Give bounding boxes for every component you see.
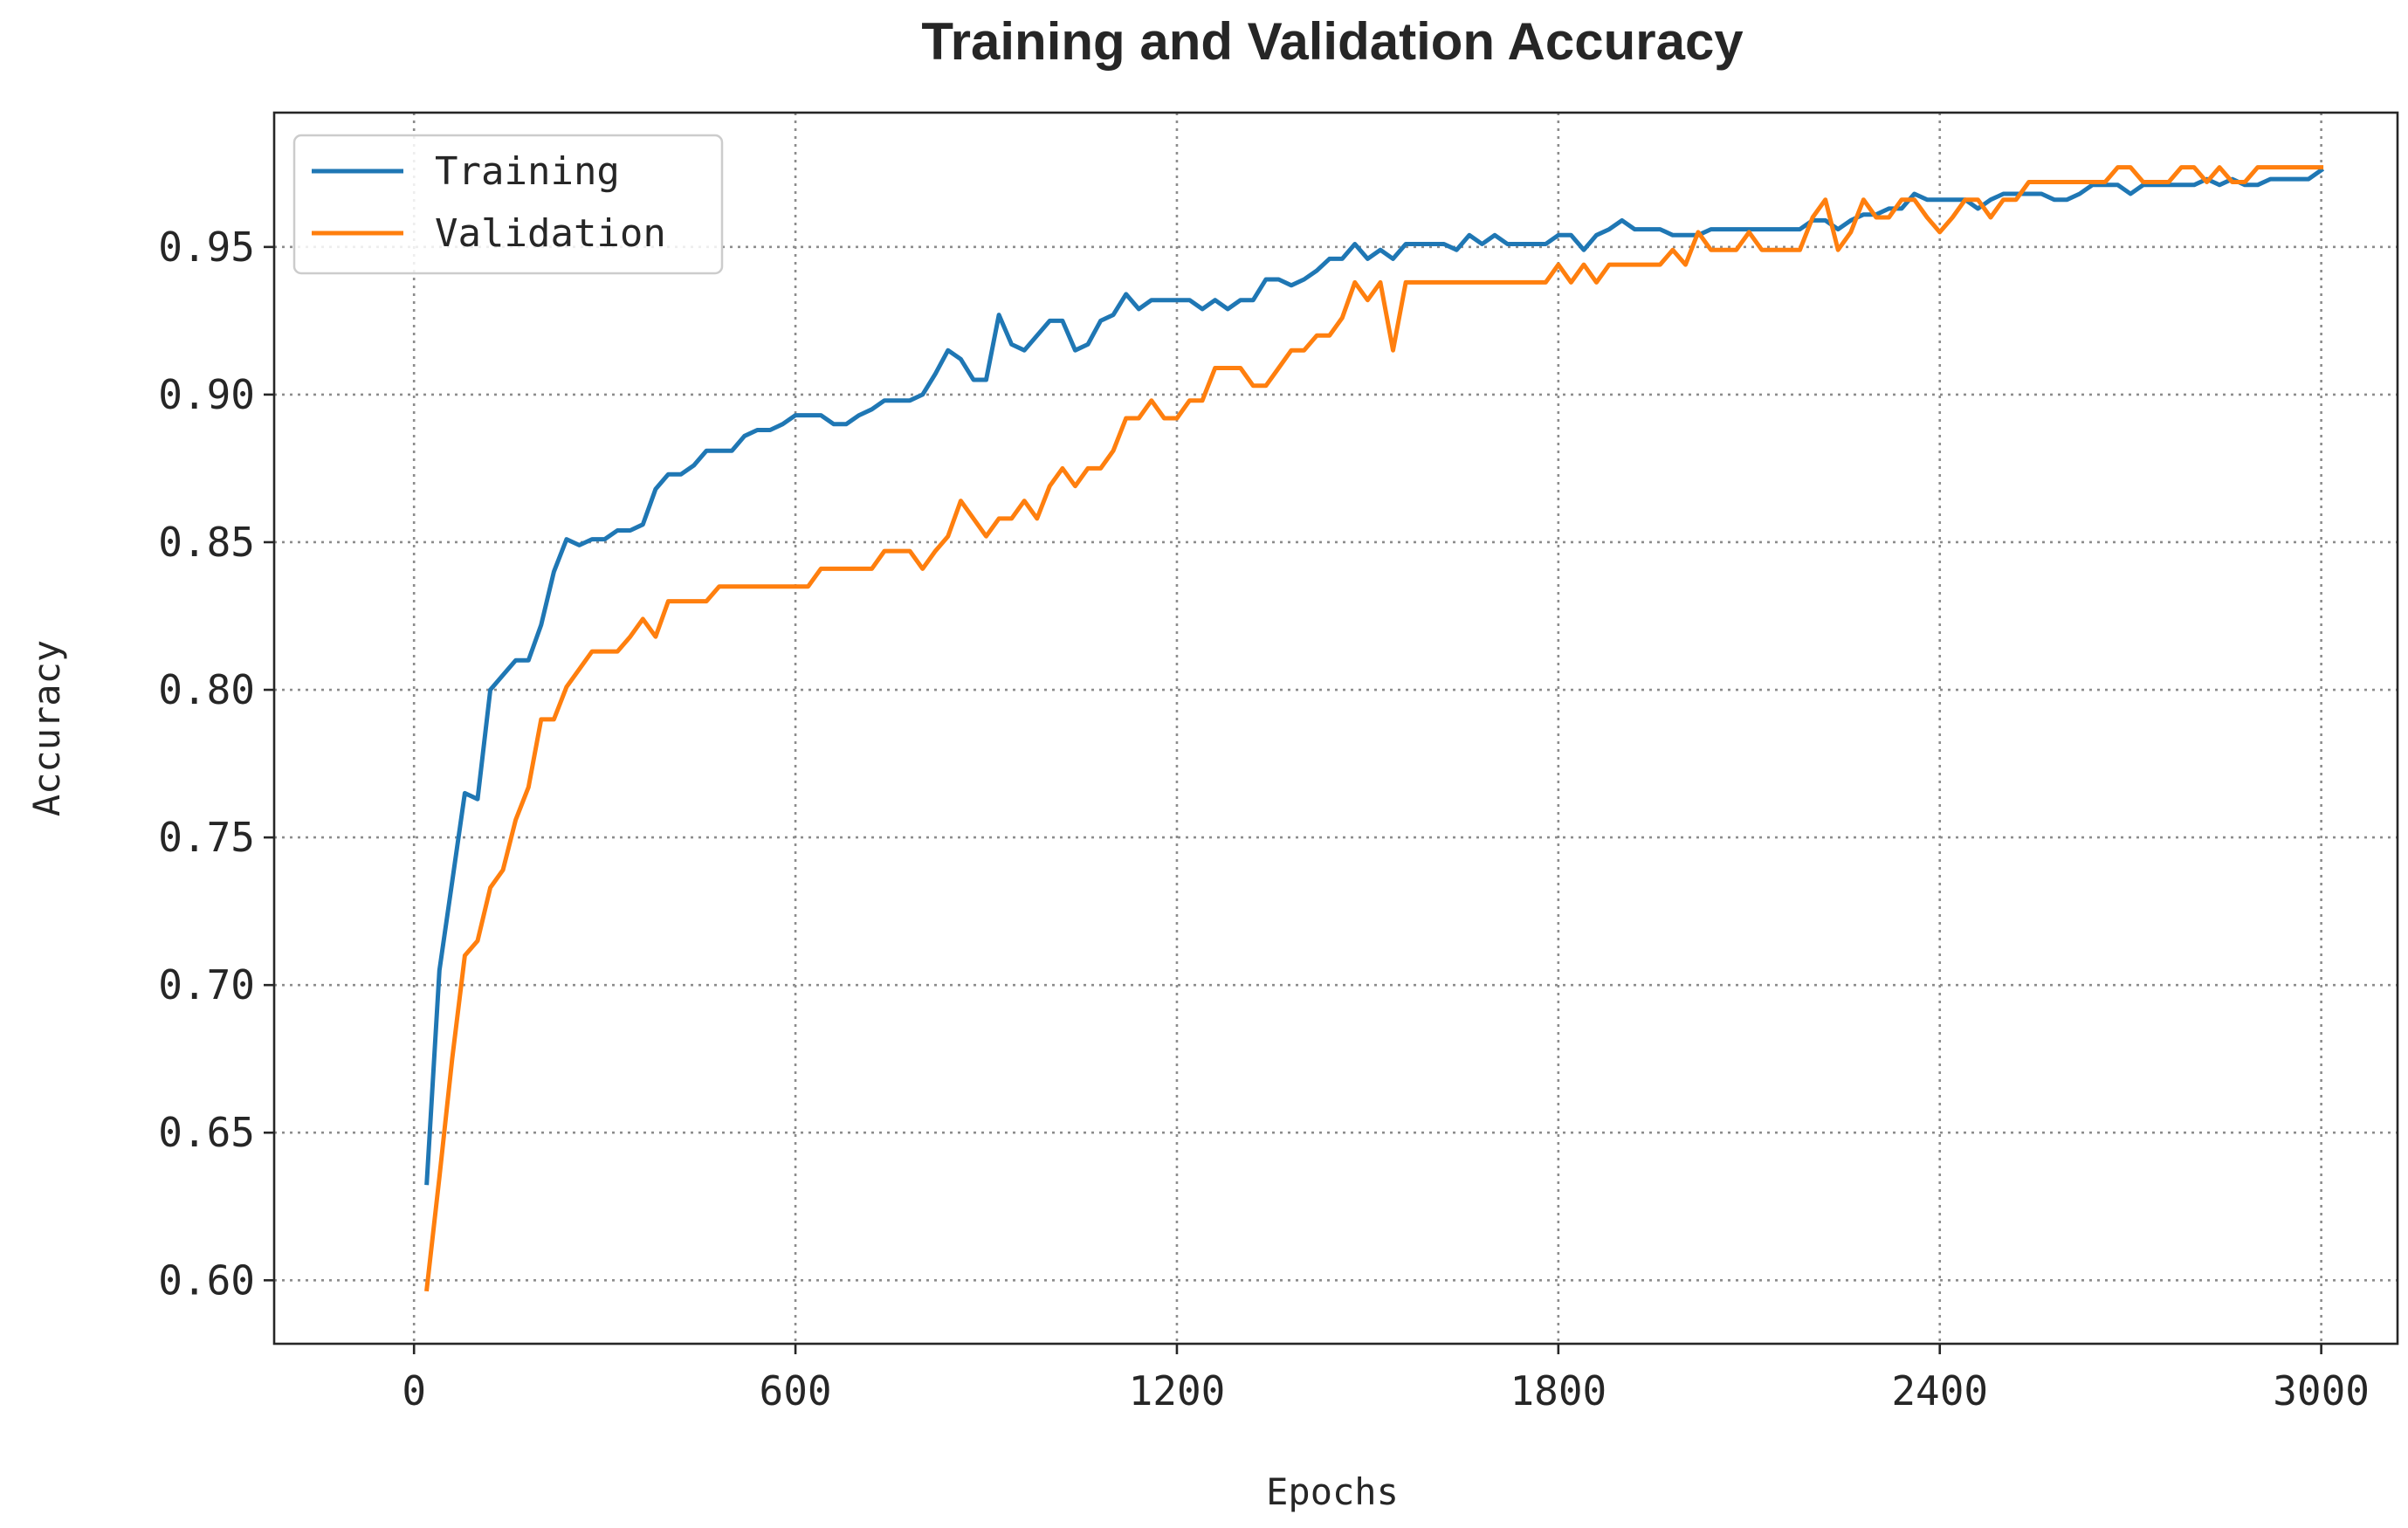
y-axis-label: Accuracy [25,640,68,816]
series-lines [424,165,2325,1292]
chart-title: Training and Validation Accuracy [921,12,1744,71]
y-tick-label: 0.85 [158,519,255,566]
y-tick-label: 0.75 [158,814,255,861]
plot-area-frame [272,111,2399,1346]
y-gridlines [274,245,2398,1282]
y-tick-label: 0.90 [158,371,255,418]
x-tick-label: 3000 [2273,1367,2370,1414]
x-tick-label: 2400 [1891,1367,1988,1414]
series-line-training [424,167,2325,1186]
x-axis-label: Epochs [1266,1470,1399,1513]
y-tick-label: 0.60 [158,1256,255,1304]
legend-label-training: Training [435,149,620,194]
y-axis-ticks: 0.60 0.65 0.70 0.75 0.80 0.85 0.90 0.95 [158,224,274,1304]
x-tick-label: 600 [760,1367,832,1414]
y-tick-label: 0.80 [158,666,255,713]
x-tick-label: 1800 [1510,1367,1606,1414]
x-axis-ticks: 0 600 1200 1800 2400 3000 [402,1344,2370,1414]
series-line-validation [424,165,2324,1292]
legend: Training Validation [292,134,724,275]
x-gridlines [412,113,2322,1344]
x-tick-label: 0 [402,1367,426,1414]
y-tick-label: 0.95 [158,224,255,271]
legend-label-validation: Validation [435,211,666,256]
x-tick-label: 1200 [1129,1367,1226,1414]
y-tick-label: 0.65 [158,1109,255,1156]
y-tick-label: 0.70 [158,961,255,1008]
